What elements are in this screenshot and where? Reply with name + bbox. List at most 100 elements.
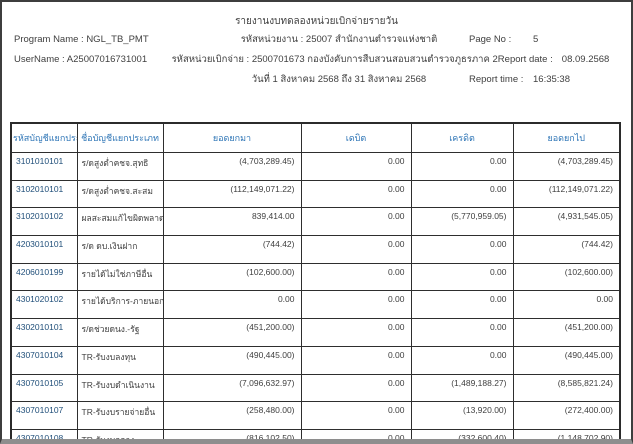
cell-account-name: ร/ด ดบ.เงินฝาก <box>76 235 164 264</box>
cell-account-code: 4307010107 <box>10 401 78 430</box>
column-header-balance-brought-forward: ยอดยกมา <box>162 122 302 153</box>
cell-account-name: รายได้ไม่ใช่ภาษีอื่น <box>76 262 164 292</box>
cell-account-name: ร/ดสูงต่ำคชจ.สะสม <box>76 179 164 209</box>
cell-balance-brought-forward: 0.00 <box>162 290 302 320</box>
table-row: 4307010105 TR-รับงบดำเนินงาน (7,096,632.97… <box>10 373 621 403</box>
cell-debit: 0.00 <box>300 345 412 375</box>
cell-balance-carried-forward: 0.00 <box>512 290 621 320</box>
cell-account-code: 3102010101 <box>10 179 78 209</box>
column-header-balance-carried-forward: ยอดยกไป <box>512 122 621 153</box>
cell-credit: (13,920.00) <box>410 401 514 430</box>
cell-account-code: 4206010199 <box>10 262 78 292</box>
table-row: 4307010104 TR-รับงบลงทุน (490,445.00) 0.00 0… <box>10 345 621 375</box>
cell-debit: 0.00 <box>300 207 412 237</box>
table-row: 3102010101 ร/ดสูงต่ำคชจ.สะสม (112,149,071.… <box>10 179 621 209</box>
table-row: 3101010101 ร/ดสูงต่ำคชจ.สุทธิ (4,703,289.4… <box>10 152 621 181</box>
cell-account-name: TR-รับงบลงทุน <box>76 345 164 375</box>
cell-balance-brought-forward: (4,703,289.45) <box>162 152 302 181</box>
cell-balance-carried-forward: (272,400.00) <box>512 401 621 430</box>
cell-balance-carried-forward: (451,200.00) <box>512 318 621 347</box>
column-header-account-code: รหัสบัญชีแยกประเภท <box>10 122 78 153</box>
cell-balance-carried-forward: (4,931,545.05) <box>512 207 621 237</box>
cell-credit: 0.00 <box>410 345 514 375</box>
cell-account-code: 3102010102 <box>10 207 78 237</box>
cell-account-code: 4301020102 <box>10 290 78 320</box>
table-row: 4302010101 ร/ดช่วยดนง.-รัฐ (451,200.00) 0.0… <box>10 318 621 347</box>
report-time-value: 16:35:38 <box>533 74 570 85</box>
report-header: รายงานงบทดลองหน่วยเบิกจ่ายรายวัน Program… <box>2 2 631 122</box>
cell-balance-brought-forward: (112,149,071.22) <box>162 179 302 209</box>
cell-balance-carried-forward: (1,148,702.90) <box>512 428 621 439</box>
cell-debit: 0.00 <box>300 179 412 209</box>
cell-balance-carried-forward: (8,585,821.24) <box>512 373 621 403</box>
cell-account-name: ร/ดสูงต่ำคชจ.สุทธิ <box>76 152 164 181</box>
program-name: Program Name : NGL_TB_PMT <box>14 34 149 45</box>
agency-code-line: รหัสหน่วยงาน : 25007 สำนักงานตำรวจแห่งชา… <box>240 34 438 45</box>
cell-balance-brought-forward: (451,200.00) <box>162 318 302 347</box>
column-header-account-name: ชื่อบัญชีแยกประเภท <box>76 122 164 153</box>
cell-balance-carried-forward: (102,600.00) <box>512 262 621 292</box>
table-row: 4203010101 ร/ด ดบ.เงินฝาก (744.42) 0.00 0.00… <box>10 235 621 264</box>
cell-account-name: TR-รับงบกลาง <box>76 428 164 439</box>
report-time-label: Report time : <box>469 74 524 85</box>
cell-balance-carried-forward: (744.42) <box>512 235 621 264</box>
cell-account-code: 4302010101 <box>10 318 78 347</box>
cell-credit: 0.00 <box>410 318 514 347</box>
disbursement-unit-line: รหัสหน่วยเบิกจ่าย : 2500701673 กองบังคับ… <box>171 54 498 65</box>
cell-debit: 0.00 <box>300 428 412 439</box>
cell-balance-brought-forward: (816,102.50) <box>162 428 302 439</box>
header-line-1: Program Name : NGL_TB_PMT รหัสหน่วยงาน :… <box>2 32 631 52</box>
report-time: Report time : 16:35:38 <box>469 74 619 85</box>
cell-account-name: ผลสะสมแก้ไขผิดพลาด <box>76 207 164 237</box>
cell-account-name: TR-รับงบรายจ่ายอื่น <box>76 401 164 430</box>
cell-balance-brought-forward: (258,480.00) <box>162 401 302 430</box>
cell-balance-brought-forward: 839,414.00 <box>162 207 302 237</box>
page-no: Page No : 5 <box>469 34 619 45</box>
cell-credit: (332,600.40) <box>410 428 514 439</box>
cell-account-name: TR-รับงบดำเนินงาน <box>76 373 164 403</box>
cell-debit: 0.00 <box>300 235 412 264</box>
cell-debit: 0.00 <box>300 152 412 181</box>
cell-balance-carried-forward: (4,703,289.45) <box>512 152 621 181</box>
cell-debit: 0.00 <box>300 290 412 320</box>
table-row: 4206010199 รายได้ไม่ใช่ภาษีอื่น (102,600.0… <box>10 262 621 292</box>
report-date-value: 08.09.2568 <box>561 54 610 65</box>
table-header-row: รหัสบัญชีแยกประเภทชื่อบัญชีแยกประเภทยอดย… <box>10 122 621 153</box>
page-no-value: 5 <box>533 34 539 45</box>
cell-balance-brought-forward: (490,445.00) <box>162 345 302 375</box>
cell-credit: 0.00 <box>410 290 514 320</box>
username: UserName : A25007016731001 <box>14 54 148 65</box>
cell-credit: (5,770,959.05) <box>410 207 514 237</box>
cell-balance-carried-forward: (112,149,071.22) <box>512 179 621 209</box>
table-body: 3101010101 ร/ดสูงต่ำคชจ.สุทธิ (4,703,289.4… <box>10 152 621 439</box>
cell-account-code: 4203010101 <box>10 235 78 264</box>
cell-debit: 0.00 <box>300 318 412 347</box>
table-row: 4307010108 TR-รับงบกลาง (816,102.50) 0.00 (3… <box>10 428 621 439</box>
report-title: รายงานงบทดลองหน่วยเบิกจ่ายรายวัน <box>235 16 398 27</box>
cell-credit: (1,489,188.27) <box>410 373 514 403</box>
report-date: Report date : 08.09.2568 <box>498 54 619 65</box>
table-row: 4301020102 รายได้บริการ-ภายนอก 0.00 0.00 0.0… <box>10 290 621 320</box>
report-date-label: Report date : <box>497 54 553 65</box>
header-line-3: วันที่ 1 สิงหาคม 2568 ถึง 31 สิงหาคม 256… <box>2 72 631 92</box>
column-header-credit: เครดิต <box>410 122 514 153</box>
cell-balance-brought-forward: (102,600.00) <box>162 262 302 292</box>
cell-balance-carried-forward: (490,445.00) <box>512 345 621 375</box>
cell-credit: 0.00 <box>410 262 514 292</box>
date-range-line: วันที่ 1 สิงหาคม 2568 ถึง 31 สิงหาคม 256… <box>251 74 427 85</box>
cell-balance-brought-forward: (744.42) <box>162 235 302 264</box>
cell-balance-brought-forward: (7,096,632.97) <box>162 373 302 403</box>
cell-account-name: ร/ดช่วยดนง.-รัฐ <box>76 318 164 347</box>
cell-account-name: รายได้บริการ-ภายนอก <box>76 290 164 320</box>
table-row: 3102010102 ผลสะสมแก้ไขผิดพลาด 839,414.00 0.… <box>10 207 621 237</box>
cell-debit: 0.00 <box>300 262 412 292</box>
cell-credit: 0.00 <box>410 152 514 181</box>
cell-credit: 0.00 <box>410 235 514 264</box>
cell-account-code: 4307010105 <box>10 373 78 403</box>
table-row: 4307010107 TR-รับงบรายจ่ายอื่น (258,480.00… <box>10 401 621 430</box>
cell-credit: 0.00 <box>410 179 514 209</box>
page-no-label: Page No : <box>469 34 512 45</box>
column-header-debit: เดบิต <box>300 122 412 153</box>
cell-account-code: 4307010104 <box>10 345 78 375</box>
